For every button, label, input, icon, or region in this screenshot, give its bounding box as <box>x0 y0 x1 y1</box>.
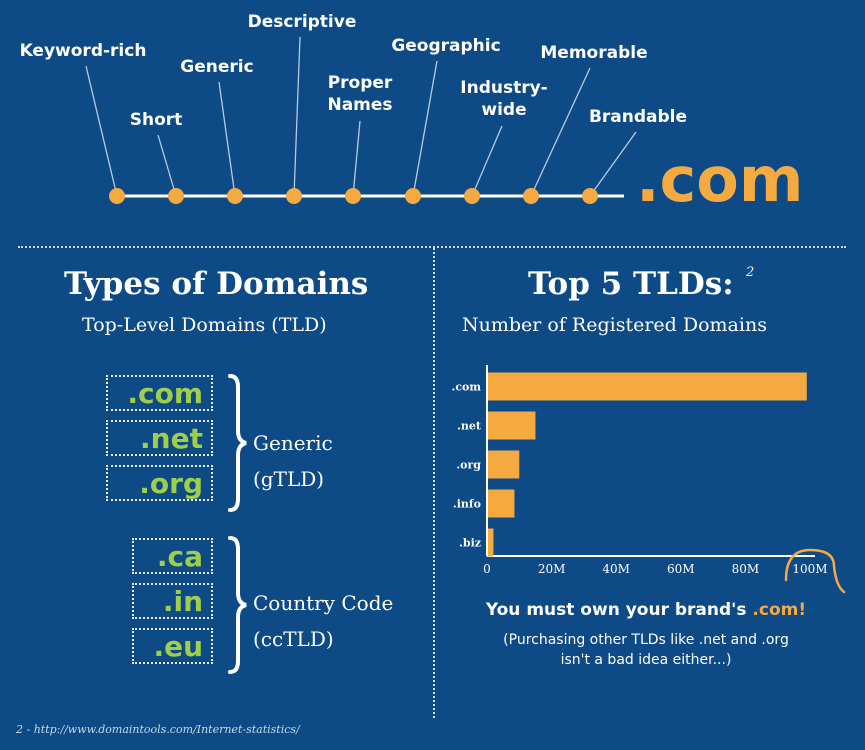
timeline-connector <box>412 60 438 197</box>
note-text: (Purchasing other TLDs like .net and .or… <box>436 630 856 670</box>
x-tick-label: 20M <box>538 562 566 576</box>
x-tick-label: 0 <box>483 562 491 576</box>
tld-com-box: .com <box>106 375 213 411</box>
bar <box>488 489 515 518</box>
callout-accent: .com! <box>752 600 807 620</box>
x-tick-label: 100M <box>792 562 827 576</box>
bar <box>488 450 520 479</box>
horizontal-divider <box>18 246 846 248</box>
callout-text: You must own your brand's .com! <box>436 600 856 620</box>
timeline-connector <box>589 131 637 197</box>
vertical-divider <box>433 248 435 718</box>
country-brace <box>228 536 247 674</box>
timeline-label: Keyword-rich <box>19 41 147 61</box>
timeline-label: Short <box>129 110 183 130</box>
footnote-marker: 2 <box>746 265 755 280</box>
timeline-dot <box>582 188 598 204</box>
source-footnote: 2 - http://www.domaintools.com/Internet-… <box>16 723 300 736</box>
timeline-dot <box>345 188 361 204</box>
y-tick-label: .info <box>453 498 481 511</box>
timeline-connector <box>85 65 118 197</box>
timeline-connector <box>530 67 591 197</box>
timeline-label: Descriptive <box>247 12 357 32</box>
timeline-dot <box>405 188 421 204</box>
y-tick-label: .biz <box>459 537 481 550</box>
note-line-1: (Purchasing other TLDs like .net and .or… <box>503 632 789 648</box>
timeline-connector <box>471 125 503 197</box>
timeline-label: Geographic <box>391 36 501 56</box>
gtld-label: (gTLD) <box>253 467 325 491</box>
y-tick-label: .com <box>451 381 481 394</box>
timeline-dot <box>464 188 480 204</box>
highlight-circle <box>784 548 846 594</box>
tld-ca-box: .ca <box>132 538 213 574</box>
timeline-dot <box>168 188 184 204</box>
bar <box>488 528 494 557</box>
timeline-connector <box>157 134 177 197</box>
timeline-label: Proper Names <box>327 73 393 115</box>
tld-eu-box: .eu <box>132 628 213 664</box>
tld-in-box: .in <box>132 583 213 619</box>
timeline-connector <box>352 120 361 197</box>
timeline-graphic <box>85 36 637 204</box>
timeline-dot <box>523 188 539 204</box>
bar <box>488 411 536 440</box>
timeline-label: Memorable <box>540 43 648 63</box>
timeline-target-com: .com <box>636 143 804 216</box>
types-title: Types of Domains <box>64 266 369 302</box>
cctld-label: (ccTLD) <box>253 627 334 651</box>
timeline-label: Brandable <box>588 107 688 127</box>
country-code-label: Country Code <box>253 591 394 615</box>
tld-org-box: .org <box>106 465 213 501</box>
y-tick-label: .net <box>457 420 482 433</box>
x-tick-label: 60M <box>667 562 695 576</box>
timeline-label: Industry-wide <box>460 78 548 120</box>
timeline-dot <box>109 188 125 204</box>
x-tick-label: 80M <box>732 562 760 576</box>
top5-subtitle: Number of Registered Domains <box>462 314 767 336</box>
timeline-dot <box>286 188 302 204</box>
timeline-dot <box>227 188 243 204</box>
x-tick-label: 40M <box>602 562 630 576</box>
note-line-2: isn't a bad idea either...) <box>560 652 732 668</box>
timeline-connector <box>218 81 236 197</box>
generic-label: Generic <box>253 431 333 455</box>
top5-title: Top 5 TLDs: <box>528 266 734 302</box>
types-subtitle: Top-Level Domains (TLD) <box>82 314 327 336</box>
tld-net-box: .net <box>106 420 213 456</box>
y-tick-label: .org <box>456 459 481 472</box>
bar <box>488 372 807 401</box>
timeline-connector <box>293 36 301 197</box>
generic-brace <box>228 374 247 512</box>
timeline-label: Generic <box>180 57 254 77</box>
callout-prefix: You must own your brand's <box>485 600 753 620</box>
